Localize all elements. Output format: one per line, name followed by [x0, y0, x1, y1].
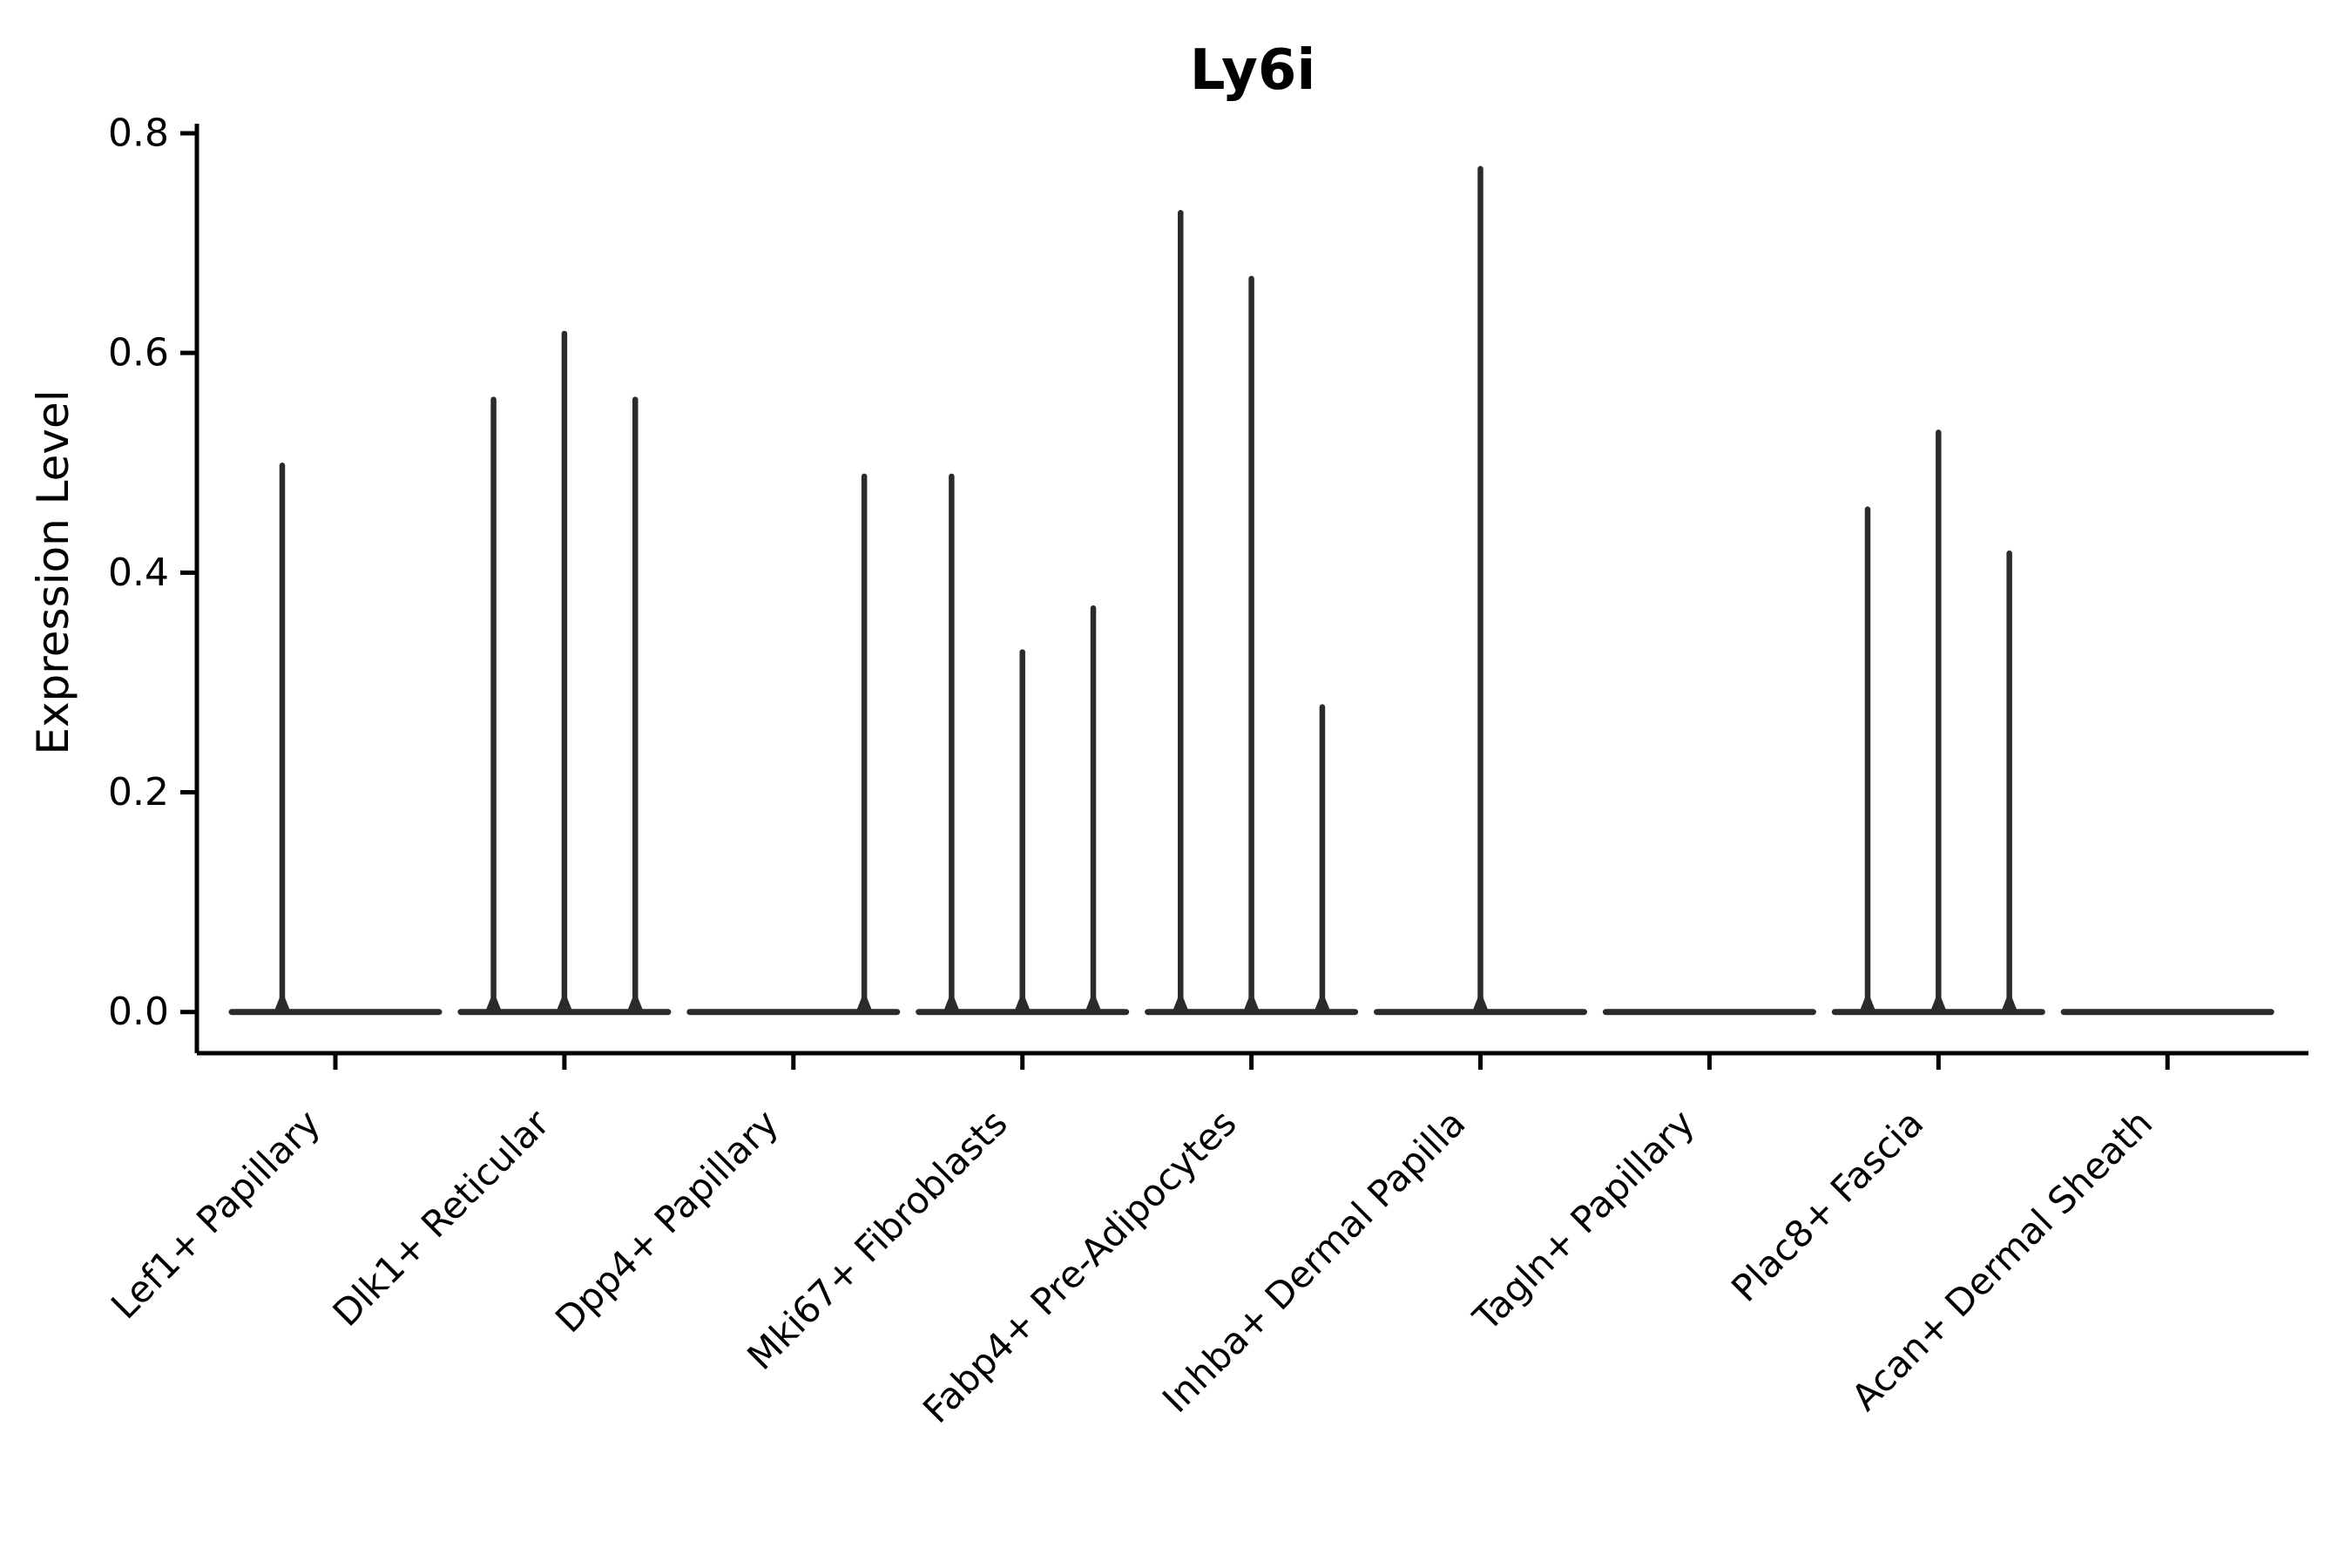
y-axis-ticks: 0.0 0.2 0.4 0.6 0.8	[108, 111, 197, 1034]
y-tick-label: 0.6	[108, 331, 169, 375]
x-tick-label: Dlk1+ Reticular	[324, 1101, 558, 1335]
y-tick-label: 0.4	[108, 551, 169, 595]
y-tick-label: 0.2	[108, 770, 169, 814]
y-tick-label: 0.0	[108, 990, 169, 1034]
x-tick-label: Lef1+ Papillary	[103, 1101, 328, 1327]
x-tick-label: Dpp4+ Papillary	[547, 1101, 787, 1341]
y-axis-label: Expression Level	[28, 389, 78, 754]
violins	[228, 166, 2274, 1016]
x-tick-label: Tagln+ Papillary	[1464, 1101, 1702, 1339]
x-tick-label: Plac8+ Fascia	[1723, 1101, 1931, 1309]
plot-title: Ly6i	[1190, 38, 1316, 103]
y-tick-label: 0.8	[108, 111, 169, 155]
x-tick-label: Mki67+ Fibroblasts	[739, 1101, 1015, 1377]
